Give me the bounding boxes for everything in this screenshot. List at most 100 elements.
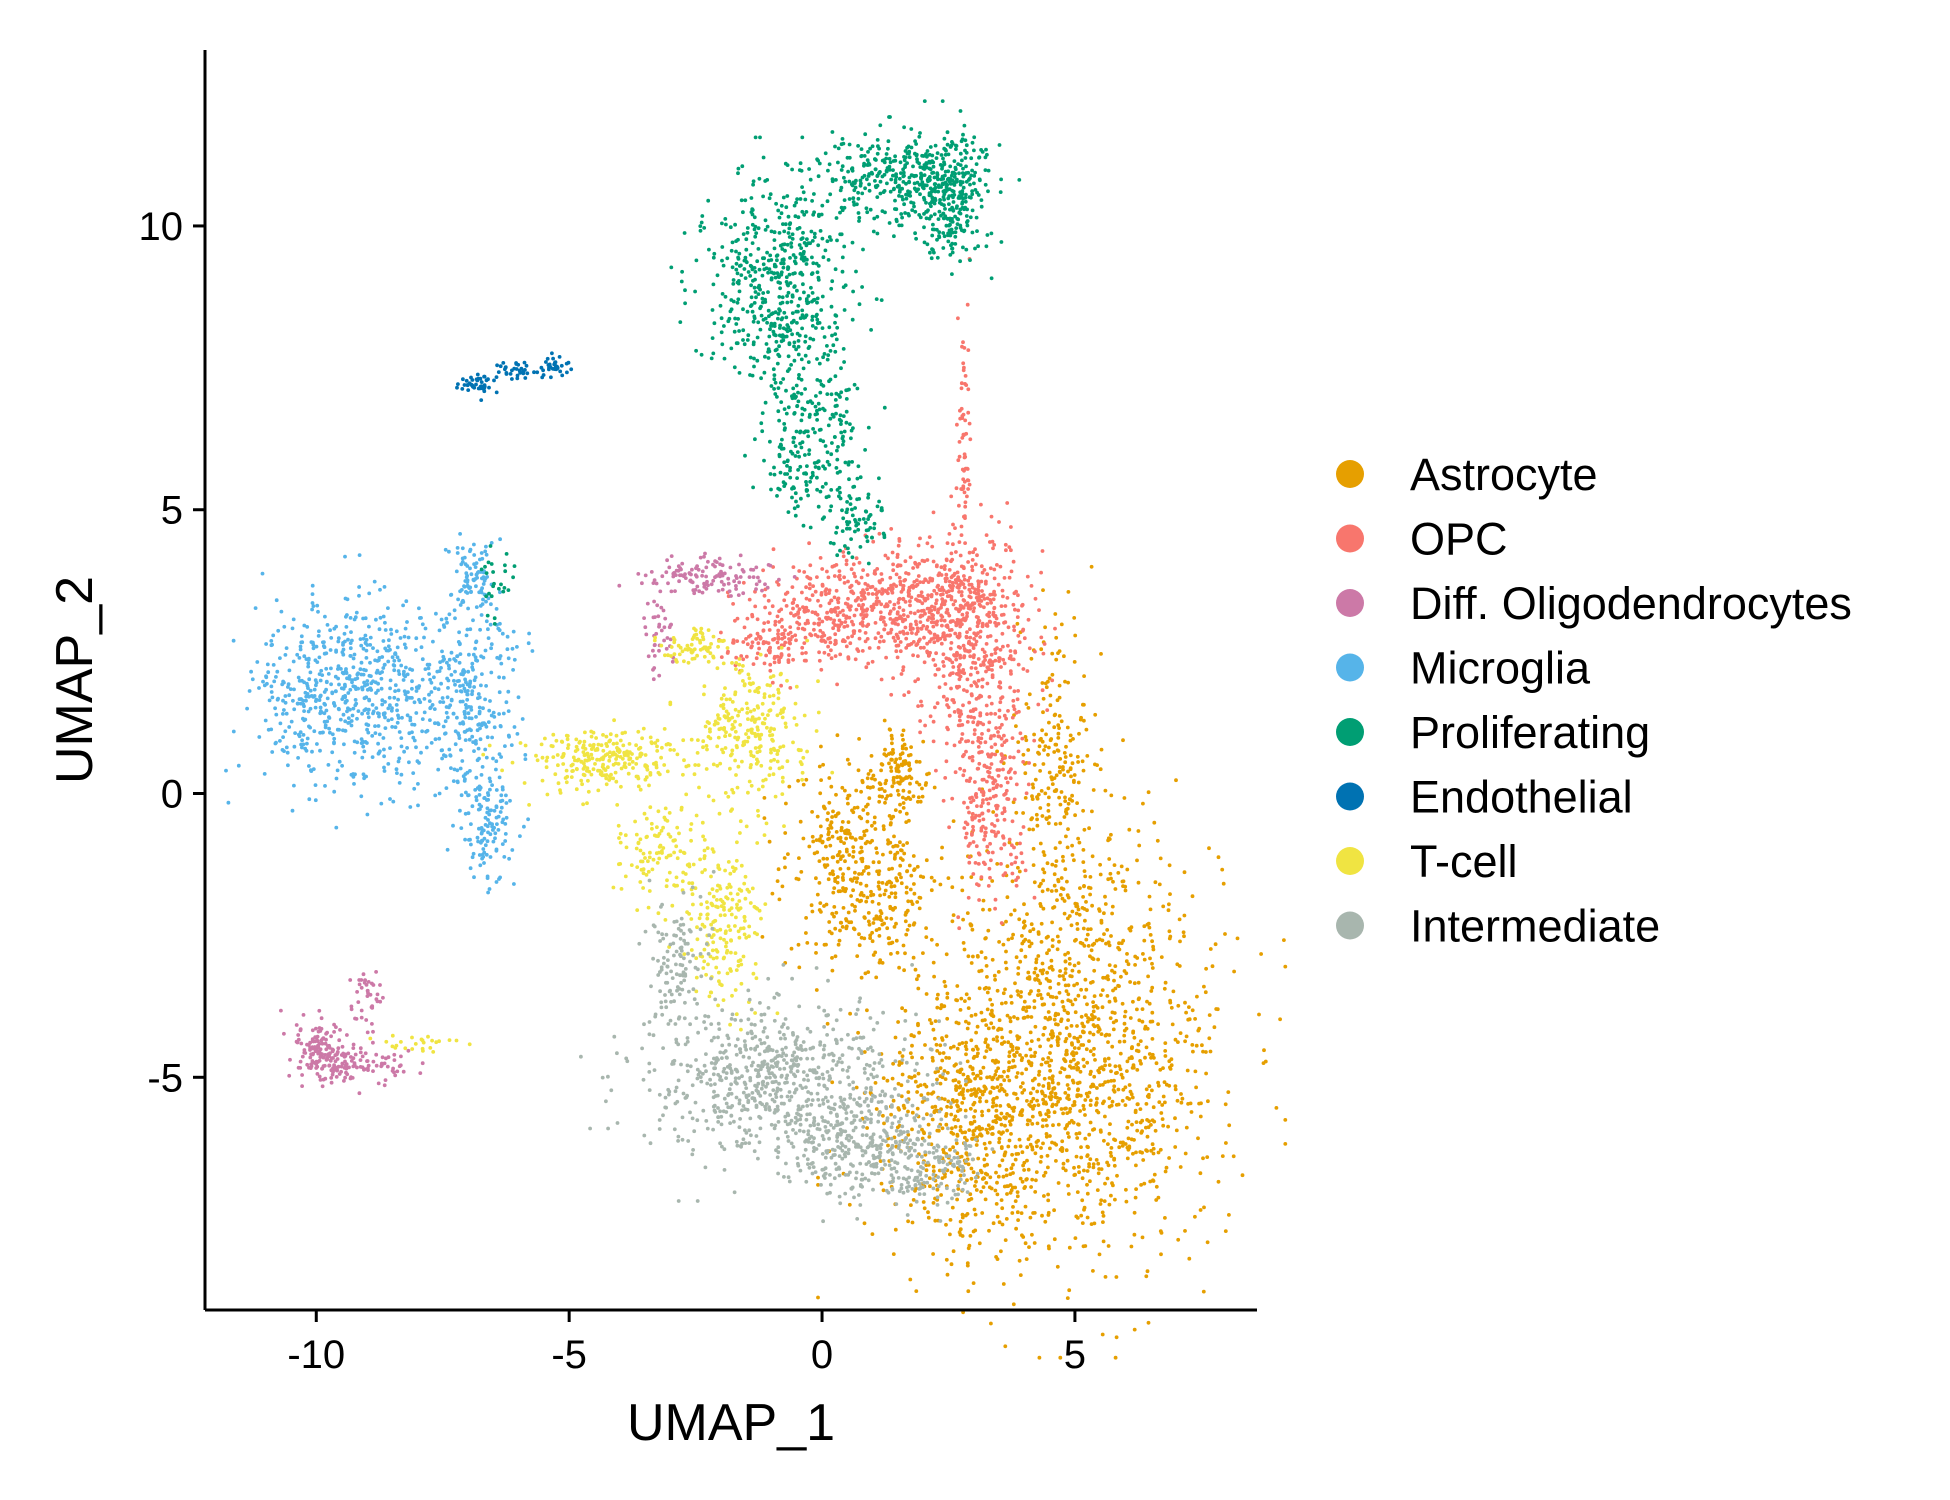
data-point (1156, 1195, 1161, 1200)
data-point (999, 604, 1004, 608)
data-point (1090, 854, 1095, 859)
data-point (960, 604, 964, 609)
data-point (827, 776, 832, 780)
data-point (416, 782, 420, 786)
data-point (1067, 1135, 1071, 1139)
data-point (255, 660, 260, 664)
data-point (1006, 1068, 1011, 1073)
data-point (1033, 1151, 1038, 1156)
data-point (745, 616, 750, 621)
data-point (897, 605, 902, 610)
data-point (885, 926, 890, 931)
data-point (1125, 1145, 1130, 1150)
data-point (1068, 733, 1073, 738)
data-point (882, 620, 886, 624)
data-point (316, 1029, 321, 1034)
data-point (396, 688, 401, 693)
data-point (949, 551, 954, 556)
data-point (1098, 767, 1103, 772)
data-point (250, 677, 255, 682)
data-point (726, 649, 730, 654)
data-point (954, 1088, 959, 1092)
data-point (278, 739, 282, 743)
data-point (310, 1028, 315, 1033)
data-point (1159, 1252, 1163, 1257)
data-point (318, 1078, 323, 1082)
data-point (1098, 1202, 1103, 1206)
data-point (997, 768, 1002, 772)
data-point (972, 715, 976, 720)
data-point (1125, 1059, 1130, 1064)
data-point (1018, 1053, 1022, 1057)
data-point (825, 856, 829, 861)
data-point (971, 1047, 975, 1052)
data-point (754, 656, 759, 661)
data-point (850, 903, 855, 907)
data-point (406, 690, 410, 694)
data-point (1005, 864, 1010, 869)
data-point (962, 577, 967, 582)
data-point (925, 558, 930, 562)
data-point (388, 678, 393, 683)
data-point (734, 574, 738, 578)
data-point (880, 794, 884, 799)
data-point (908, 887, 913, 892)
data-point (1029, 1099, 1034, 1104)
data-point (750, 640, 755, 645)
data-point (1190, 894, 1195, 899)
data-point (1047, 720, 1051, 725)
data-point (1082, 1107, 1086, 1111)
data-point (1040, 1124, 1045, 1129)
data-point (810, 834, 815, 839)
data-point (984, 1049, 989, 1053)
data-point (1049, 964, 1054, 969)
data-point (891, 1098, 896, 1103)
data-point (1062, 911, 1067, 916)
data-point (887, 880, 892, 884)
data-point (1000, 743, 1004, 748)
data-point (887, 895, 892, 899)
data-point (1035, 817, 1039, 822)
data-point (1044, 935, 1049, 940)
data-point (1041, 588, 1045, 592)
data-point (1109, 793, 1114, 798)
data-point (319, 1038, 324, 1043)
data-point (844, 558, 849, 563)
data-point (990, 1104, 995, 1109)
data-point (1063, 1126, 1068, 1131)
data-point (1076, 1061, 1080, 1065)
data-point (1003, 1344, 1008, 1349)
data-point (933, 1218, 938, 1223)
data-point (731, 640, 735, 645)
data-point (966, 954, 971, 959)
data-point (336, 639, 341, 644)
data-point (939, 856, 944, 861)
data-point (369, 674, 373, 678)
data-point (767, 650, 772, 655)
data-point (947, 713, 952, 718)
data-point (651, 667, 655, 672)
data-point (1120, 1075, 1125, 1080)
data-point (1154, 1061, 1159, 1066)
data-point (947, 579, 952, 584)
data-point (386, 659, 391, 664)
data-point (1002, 713, 1007, 718)
data-point (1262, 1048, 1266, 1053)
data-point (1052, 872, 1057, 877)
data-point (871, 539, 876, 544)
data-point (1056, 1181, 1061, 1185)
data-point (841, 554, 846, 559)
data-point (1034, 957, 1039, 962)
data-point (913, 562, 918, 566)
data-point (979, 950, 984, 954)
data-point (355, 716, 359, 721)
data-point (1000, 1206, 1005, 1211)
data-point (1016, 1152, 1021, 1156)
data-point (1073, 1010, 1078, 1015)
data-point (979, 968, 984, 973)
data-point (1036, 932, 1041, 936)
data-point (1055, 748, 1060, 753)
data-point (1000, 722, 1004, 727)
data-point (1037, 1069, 1042, 1074)
data-point (971, 646, 976, 650)
